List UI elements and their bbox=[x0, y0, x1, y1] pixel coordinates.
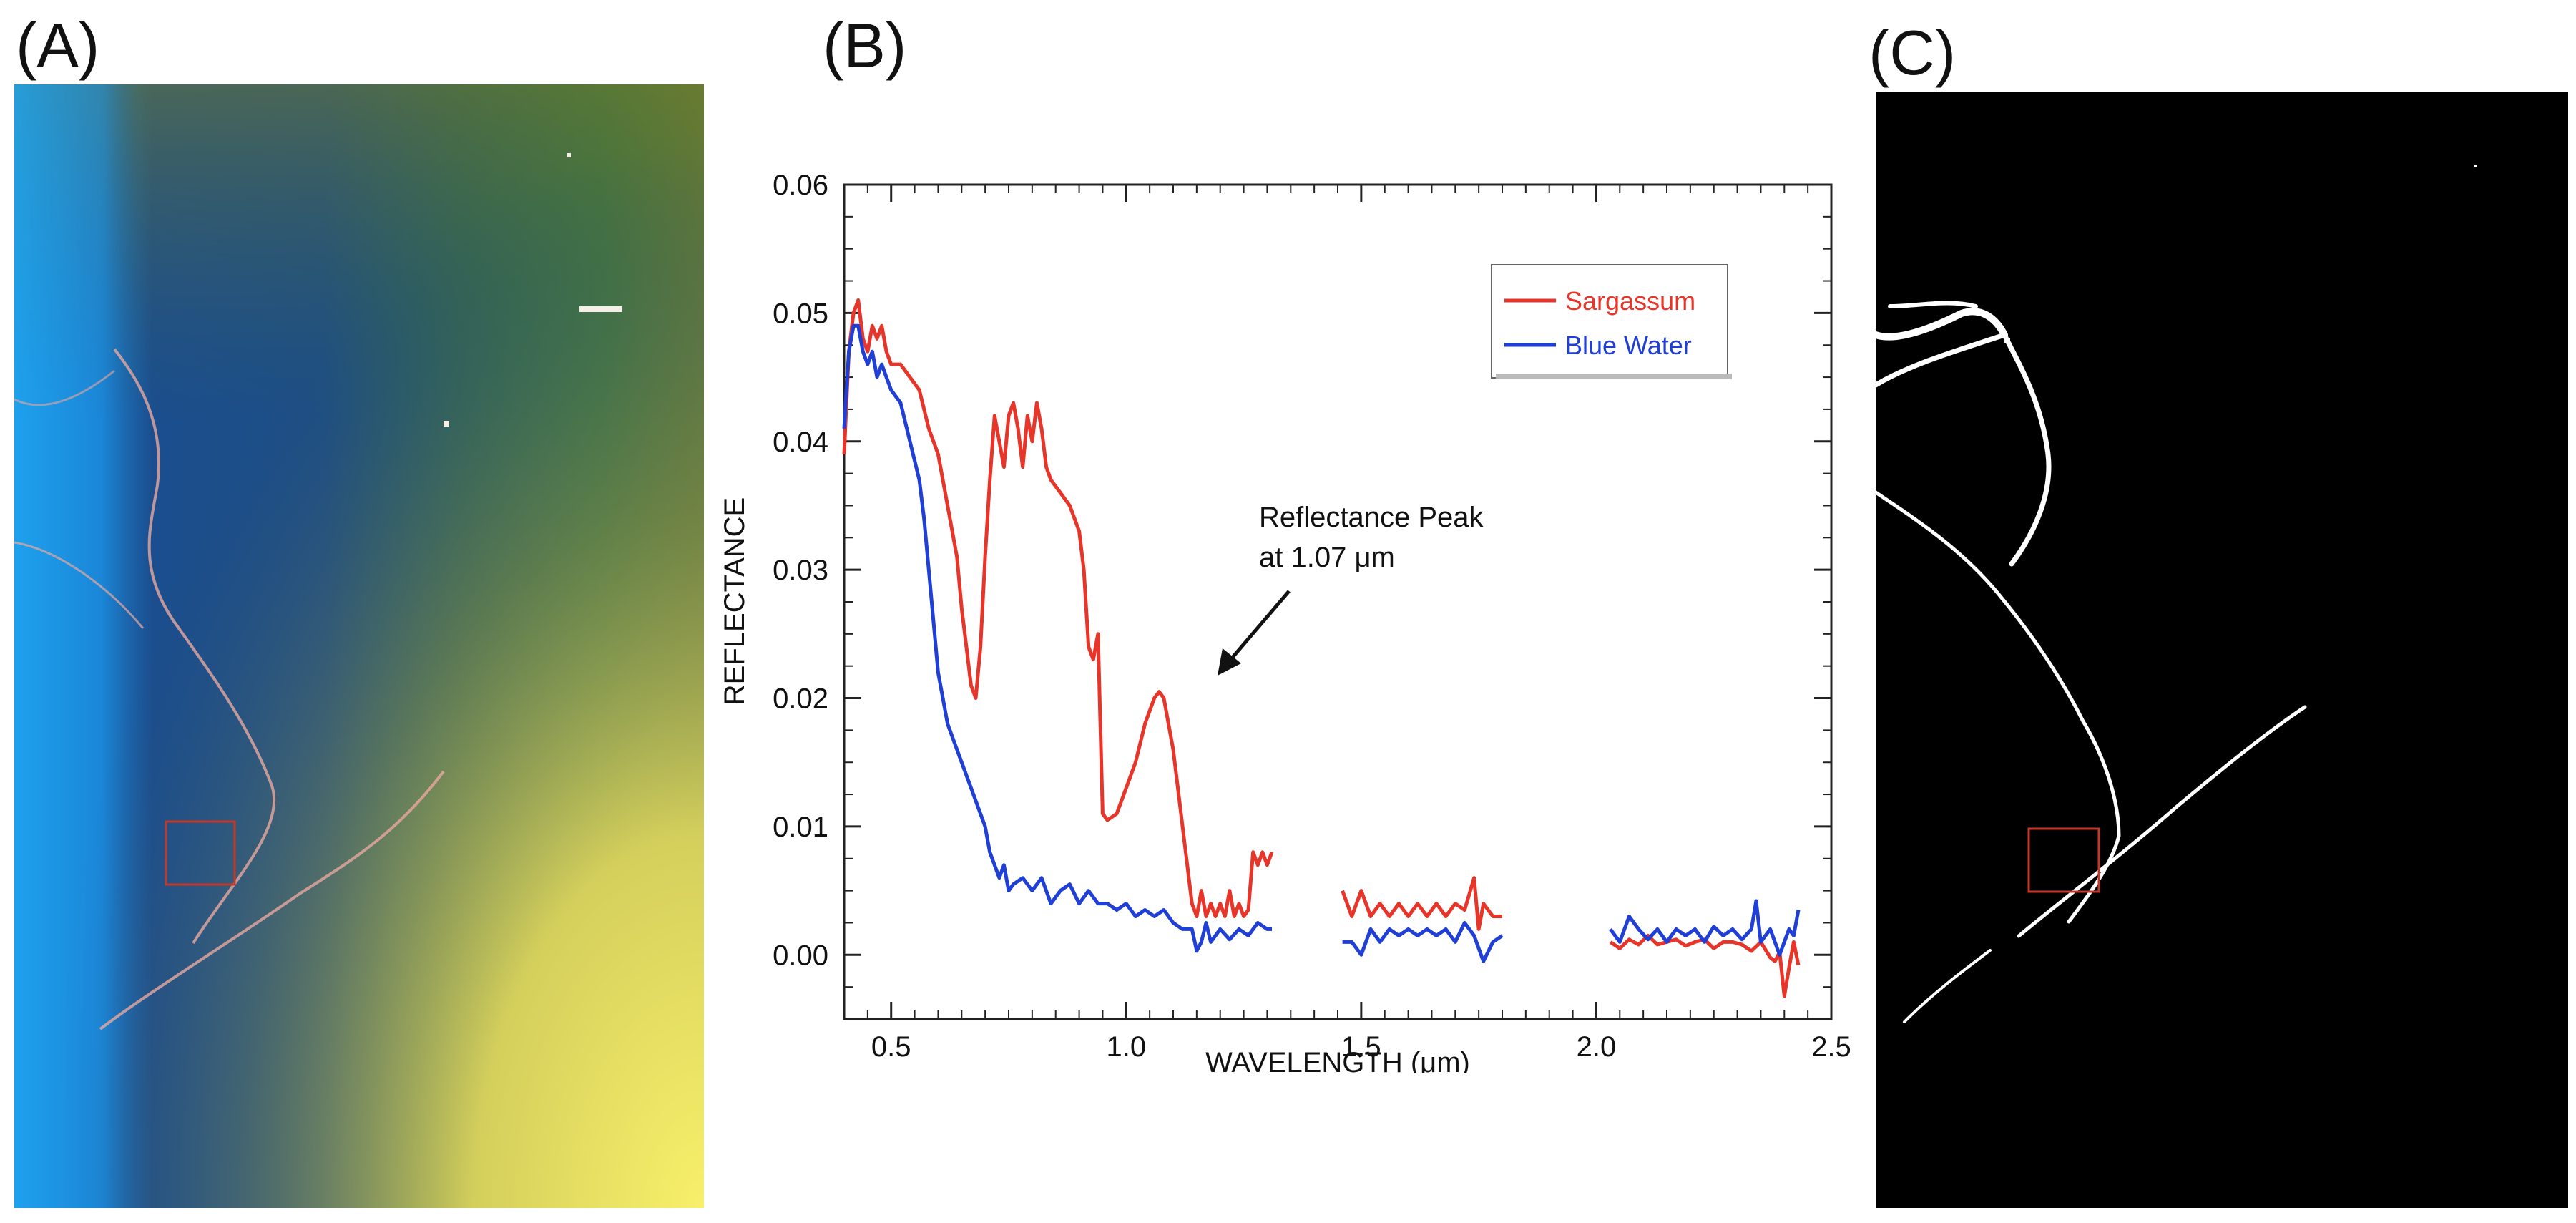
bright-patch bbox=[579, 306, 622, 312]
y-axis-ticks: 0.00 0.01 0.02 0.03 0.04 0.05 0.06 bbox=[773, 170, 1831, 971]
legend: Sargassum Blue Water bbox=[1491, 264, 1732, 379]
legend-box bbox=[1491, 264, 1728, 379]
series-line-blue-water bbox=[1342, 921, 1504, 963]
x-tick-label: 2.5 bbox=[1811, 1031, 1851, 1063]
annotation: Reflectance Peak at 1.07 μm bbox=[1218, 502, 1484, 676]
legend-shadow bbox=[1496, 374, 1732, 379]
detected-sargassum bbox=[2017, 705, 2307, 938]
x-axis-ticks: 0.5 1.0 1.5 2.0 2.5 bbox=[871, 185, 1851, 1063]
y-tick-label: 0.01 bbox=[773, 812, 828, 843]
detected-sargassum bbox=[2474, 165, 2477, 167]
sargassum-streak bbox=[99, 770, 445, 1030]
y-axis-title: REFLECTANCE bbox=[719, 497, 750, 705]
true-color-image-svg bbox=[14, 84, 704, 1208]
series-line-sargassum bbox=[1341, 876, 1502, 931]
y-tick-label: 0.05 bbox=[773, 298, 828, 329]
x-axis-title: WAVELENGTH (μm) bbox=[1205, 1047, 1470, 1073]
y-tick-label: 0.04 bbox=[773, 427, 828, 458]
y-tick-label: 0.03 bbox=[773, 555, 828, 586]
panel-c-label: (C) bbox=[1869, 17, 1957, 88]
detected-sargassum bbox=[1888, 301, 1978, 308]
sargassum-streak bbox=[14, 369, 115, 406]
series-lines bbox=[842, 298, 1801, 998]
series-line-sargassum bbox=[842, 298, 1274, 918]
annotation-arrowhead bbox=[1218, 648, 1241, 676]
x-tick-label: 1.5 bbox=[1341, 1031, 1381, 1063]
y-tick-label: 0.06 bbox=[773, 170, 828, 201]
annotation-line-2: at 1.07 μm bbox=[1259, 542, 1395, 573]
y-tick-label: 0.02 bbox=[773, 683, 828, 715]
detected-sargassum bbox=[1876, 490, 2121, 924]
sargassum-streak bbox=[113, 348, 276, 945]
series-line-sargassum bbox=[1609, 933, 1801, 998]
reflectance-chart: 0.00 0.01 0.02 0.03 0.04 0.05 0.06 0.5 1.0 1.5 2.… bbox=[719, 170, 1851, 1073]
series-line-blue-water bbox=[842, 323, 1272, 953]
annotation-arrow bbox=[1229, 590, 1291, 661]
x-tick-label: 0.5 bbox=[871, 1031, 911, 1063]
detected-sargassum bbox=[2004, 338, 2010, 343]
bright-patch bbox=[567, 153, 571, 157]
x-tick-label: 1.0 bbox=[1106, 1031, 1146, 1063]
bright-patch bbox=[444, 421, 449, 427]
panel-b-label: (B) bbox=[823, 10, 907, 81]
classification-mask bbox=[1876, 92, 2568, 1208]
sargassum-streak bbox=[14, 541, 145, 629]
series-line-blue-water bbox=[1609, 899, 1801, 957]
detected-sargassum bbox=[1903, 949, 1992, 1023]
x-tick-label: 2.0 bbox=[1577, 1031, 1617, 1063]
y-tick-label: 0.00 bbox=[773, 940, 828, 971]
annotation-line-1: Reflectance Peak bbox=[1259, 502, 1484, 533]
detected-sargassum bbox=[1876, 308, 2008, 341]
panel-a-label: (A) bbox=[16, 10, 100, 81]
roi-box-a bbox=[165, 820, 236, 886]
legend-label-sargassum: Sargassum bbox=[1565, 286, 1695, 316]
legend-label-blue-water: Blue Water bbox=[1565, 331, 1692, 360]
roi-box-c bbox=[2027, 827, 2100, 893]
detected-sargassum bbox=[1876, 331, 2052, 567]
true-color-image bbox=[14, 84, 704, 1208]
classification-mask-svg bbox=[1876, 165, 2477, 1023]
